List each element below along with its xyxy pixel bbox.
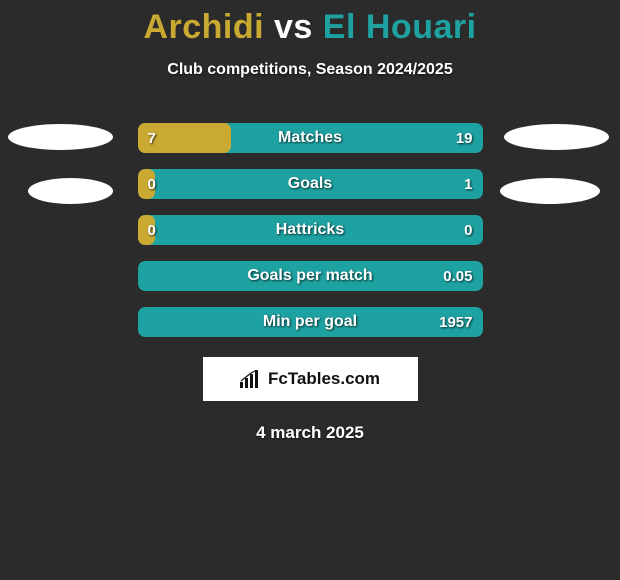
bar-chart-icon bbox=[240, 370, 262, 388]
subtitle: Club competitions, Season 2024/2025 bbox=[0, 61, 620, 79]
stat-bar-right bbox=[138, 307, 483, 337]
title-player1: Archidi bbox=[143, 8, 264, 46]
stat-bar-left bbox=[138, 123, 231, 153]
stat-bar-right bbox=[138, 169, 483, 199]
stat-bar-left bbox=[138, 169, 155, 199]
title-player2: El Houari bbox=[323, 8, 477, 46]
decorative-ellipse bbox=[8, 124, 113, 150]
stat-row: Goals per match0.05 bbox=[138, 261, 483, 291]
stat-row: Min per goal1957 bbox=[138, 307, 483, 337]
stat-row: Matches719 bbox=[138, 123, 483, 153]
stat-bar-right bbox=[138, 261, 483, 291]
title-vs: vs bbox=[274, 8, 313, 46]
brand-box: FcTables.com bbox=[203, 357, 418, 401]
decorative-ellipse bbox=[500, 178, 600, 204]
page-title: Archidi vs El Houari bbox=[0, 0, 620, 47]
stat-bar-right bbox=[138, 215, 483, 245]
stat-bar-left bbox=[138, 215, 155, 245]
stats-container: Matches719 Goals01 Hattricks00 Goals per ma… bbox=[138, 123, 483, 337]
brand-text: FcTables.com bbox=[268, 369, 380, 389]
stat-row: Goals01 bbox=[138, 169, 483, 199]
decorative-ellipse bbox=[504, 124, 609, 150]
date-text: 4 march 2025 bbox=[0, 423, 620, 443]
decorative-ellipse bbox=[28, 178, 113, 204]
stat-row: Hattricks00 bbox=[138, 215, 483, 245]
